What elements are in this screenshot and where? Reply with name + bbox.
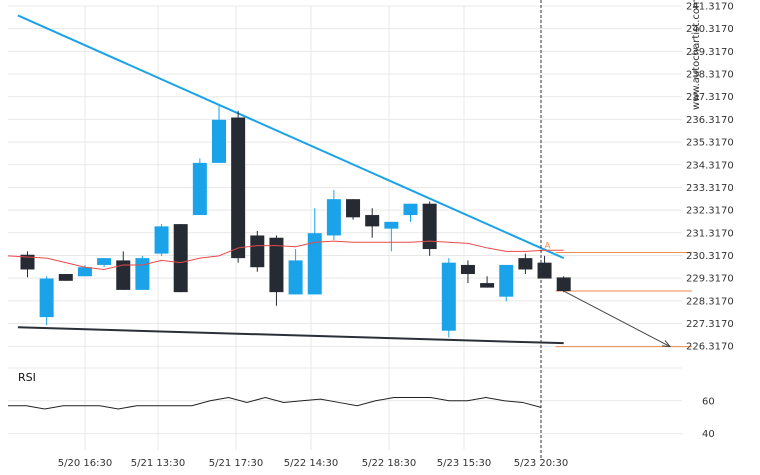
- y-tick-label: 229.3170: [686, 274, 734, 285]
- candle-body: [39, 278, 54, 318]
- projection-arrow-line: [563, 290, 671, 348]
- y-tick-label: 238.3170: [686, 70, 734, 81]
- rsi-tick-label: 60: [702, 396, 715, 407]
- candle-body: [537, 262, 552, 279]
- y-tick-label: 232.3170: [686, 206, 734, 217]
- candle-body: [212, 119, 226, 163]
- y-tick-label: 227.3170: [686, 319, 734, 330]
- x-tick-label: 5/23 15:30: [437, 458, 491, 469]
- candle-body: [288, 260, 303, 295]
- y-tick-label: 234.3170: [686, 160, 734, 171]
- y-tick-label: 239.3170: [686, 47, 734, 58]
- x-tick-label: 5/23 20:30: [514, 458, 568, 469]
- pattern-marker: A: [544, 241, 551, 251]
- x-tick-label: 5/21 17:30: [209, 458, 263, 469]
- candle-body: [480, 283, 495, 288]
- moving-average-line: [7, 240, 564, 270]
- projection-arrow-head: [661, 340, 672, 348]
- x-axis: 5/20 16:30 5/21 13:30 5/21 17:30 5/22 14:30…: [58, 458, 568, 469]
- rsi-panel: 60 40 RSI: [8, 367, 715, 440]
- candle-body: [154, 226, 169, 254]
- y-tick-label: 233.3170: [686, 183, 734, 194]
- y-tick-label: 240.3170: [686, 24, 734, 35]
- candle-body: [192, 162, 207, 216]
- candle-body: [97, 258, 112, 265]
- rsi-line: [8, 397, 542, 410]
- y-tick-label: 230.3170: [686, 251, 734, 262]
- y-tick-label: 237.3170: [686, 92, 734, 103]
- x-tick-label: 5/20 16:30: [58, 458, 112, 469]
- rsi-tick-label: 40: [702, 429, 715, 440]
- grid: [8, 5, 682, 450]
- y-axis: 241.3170 240.3170 239.3170 238.3170 237.3170…: [686, 2, 734, 353]
- candle-body: [499, 264, 514, 297]
- upper-trendline: [17, 14, 565, 260]
- candle-body: [250, 235, 265, 268]
- y-tick-label: 235.3170: [686, 138, 734, 149]
- candle-body: [384, 221, 399, 229]
- x-tick-label: 5/21 13:30: [131, 458, 185, 469]
- lower-trendline: [17, 326, 564, 345]
- y-tick-label: 236.3170: [686, 115, 734, 126]
- y-tick-label: 241.3170: [686, 2, 734, 13]
- moving-average: [7, 240, 564, 270]
- x-tick-label: 5/22 18:30: [362, 458, 416, 469]
- candle-body: [173, 224, 188, 293]
- rsi-title: RSI: [18, 371, 36, 384]
- candle-body: [422, 203, 437, 250]
- y-tick-label: 231.3170: [686, 228, 734, 239]
- level-lines: [555, 251, 692, 348]
- candle-body: [116, 260, 131, 290]
- brand-watermark: www.autochartist.com: [691, 0, 702, 110]
- candle-body: [365, 215, 380, 227]
- candle-body: [231, 117, 246, 259]
- candle-body: [556, 277, 571, 292]
- candle-body: [403, 203, 418, 216]
- candle-body: [269, 237, 284, 293]
- x-tick-label: 5/22 14:30: [284, 458, 338, 469]
- candle-body: [307, 233, 322, 295]
- candle-body: [460, 264, 475, 275]
- candle-body: [135, 258, 150, 290]
- y-tick-label: 226.3170: [686, 342, 734, 353]
- trendlines: [17, 14, 565, 345]
- candle-body: [346, 199, 361, 218]
- candle-body: [77, 267, 92, 277]
- projection: A: [544, 241, 672, 348]
- candle-body: [518, 258, 533, 270]
- candle-body: [441, 262, 456, 331]
- candle-body: [20, 254, 35, 270]
- candle-body: [326, 199, 341, 236]
- candle-body: [58, 274, 73, 281]
- y-tick-label: 228.3170: [686, 296, 734, 307]
- candles: [20, 106, 571, 338]
